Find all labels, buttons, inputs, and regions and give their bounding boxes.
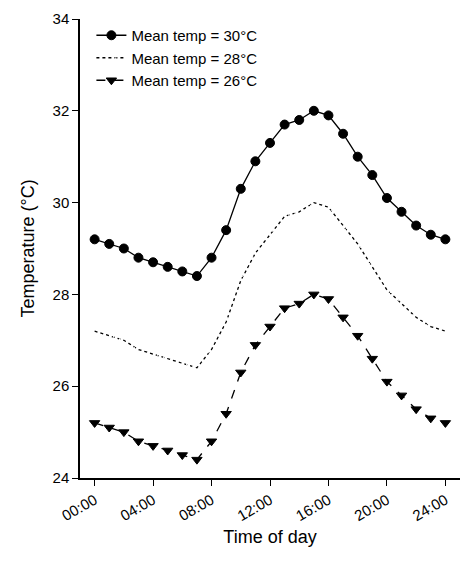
svg-text:24:00: 24:00 <box>410 491 451 524</box>
svg-text:16:00: 16:00 <box>293 491 334 524</box>
svg-text:04:00: 04:00 <box>117 491 158 524</box>
svg-text:12:00: 12:00 <box>234 491 275 524</box>
svg-text:Mean temp = 28°C: Mean temp = 28°C <box>131 50 257 67</box>
svg-text:24: 24 <box>53 469 70 486</box>
svg-text:08:00: 08:00 <box>176 491 217 524</box>
svg-text:30: 30 <box>53 194 70 211</box>
svg-text:00:00: 00:00 <box>59 491 100 524</box>
svg-text:Mean temp = 30°C: Mean temp = 30°C <box>131 27 257 44</box>
svg-text:32: 32 <box>53 102 70 119</box>
svg-text:Temperature (°C): Temperature (°C) <box>18 179 38 317</box>
svg-text:26: 26 <box>53 377 70 394</box>
svg-text:20:00: 20:00 <box>351 491 392 524</box>
svg-text:Mean temp = 26°C: Mean temp = 26°C <box>131 72 257 89</box>
svg-text:Time of day: Time of day <box>223 527 316 547</box>
svg-text:34: 34 <box>53 10 70 27</box>
svg-text:28: 28 <box>53 286 70 303</box>
